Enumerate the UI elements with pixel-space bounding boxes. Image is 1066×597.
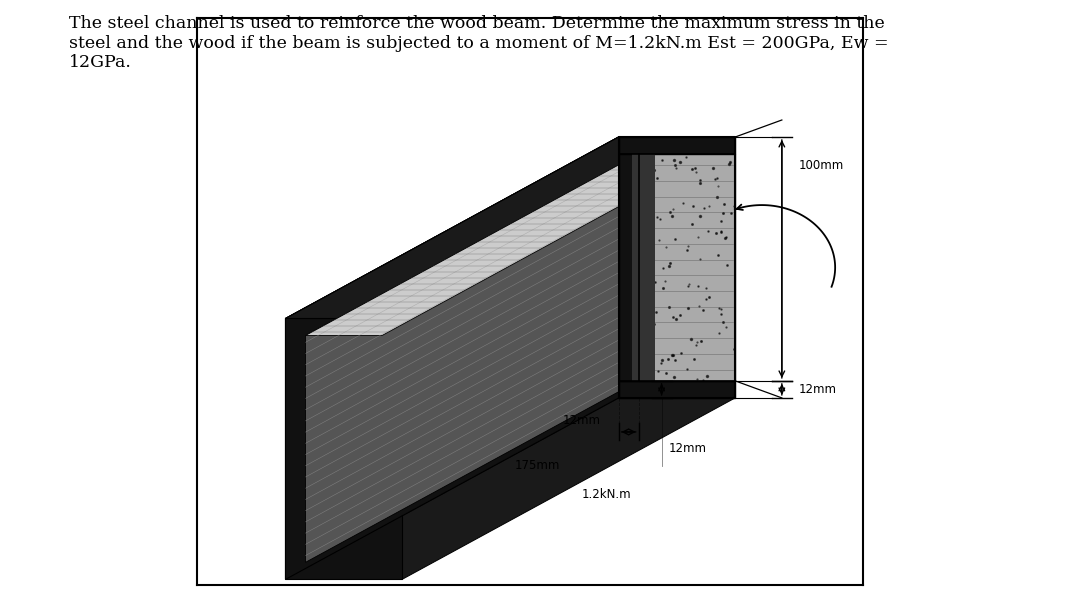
Text: 12mm: 12mm (563, 414, 601, 427)
Polygon shape (632, 154, 656, 381)
Text: The steel channel is used to reinforce the wood beam. Determine the maximum stre: The steel channel is used to reinforce t… (69, 15, 889, 71)
Polygon shape (618, 154, 639, 381)
Text: 100mm: 100mm (798, 159, 844, 172)
Polygon shape (618, 381, 736, 398)
Text: 12mm: 12mm (668, 442, 707, 456)
Polygon shape (306, 154, 715, 336)
Polygon shape (618, 137, 736, 154)
Polygon shape (286, 398, 736, 579)
Polygon shape (286, 137, 736, 319)
Polygon shape (286, 137, 618, 579)
Polygon shape (639, 154, 736, 381)
Text: 1.2kN.m: 1.2kN.m (582, 488, 632, 501)
Text: 12mm: 12mm (798, 383, 837, 396)
Polygon shape (286, 137, 736, 319)
Text: 175mm: 175mm (514, 460, 560, 472)
Polygon shape (286, 319, 402, 579)
Polygon shape (306, 154, 639, 562)
